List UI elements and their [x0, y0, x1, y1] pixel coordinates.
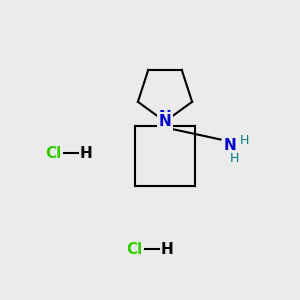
Text: Cl: Cl [126, 242, 142, 256]
Text: N: N [224, 138, 236, 153]
Text: H: H [80, 146, 92, 160]
Text: H: H [240, 134, 249, 147]
Text: H: H [160, 242, 173, 256]
Text: Cl: Cl [45, 146, 61, 160]
Text: H: H [230, 152, 239, 166]
Text: N: N [159, 114, 171, 129]
Text: N: N [159, 110, 171, 124]
